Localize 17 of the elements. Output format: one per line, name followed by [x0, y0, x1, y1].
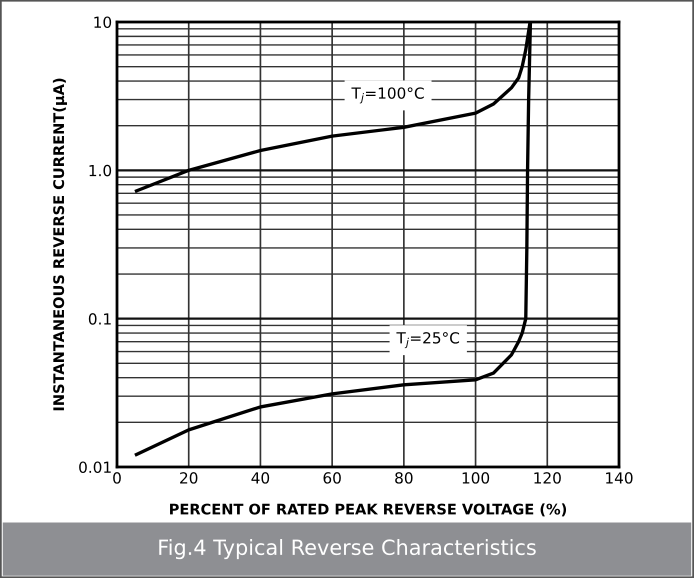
x-tick-label: 80 — [395, 472, 413, 484]
y-tick-label: 10 — [94, 16, 112, 28]
text: Fig.4 Typical Reverse Characteristics — [159, 539, 536, 560]
x-tick-label: 100 — [462, 472, 490, 484]
x-tick-label: 0 — [113, 472, 121, 484]
x-tick-label: 120 — [534, 472, 561, 484]
y-tick-label: 0.1 — [88, 313, 111, 325]
y-axis-title: INSTANTANEOUS REVERSE CURRENT(μA) — [52, 78, 68, 410]
text: T$_{j}$=25°C — [396, 332, 460, 348]
y-tick-label: 0.01 — [79, 461, 111, 474]
x-tick-label: 60 — [323, 472, 341, 484]
x-tick-label: 40 — [251, 472, 270, 484]
x-tick-label: 140 — [606, 472, 633, 484]
x-tick-label: 20 — [180, 472, 198, 484]
x-axis-title: PERCENT OF RATED PEAK REVERSE VOLTAGE (%) — [170, 503, 566, 516]
y-tick-label: 1.0 — [90, 164, 112, 176]
series-label: T$_{j}$=100°C — [351, 87, 424, 104]
